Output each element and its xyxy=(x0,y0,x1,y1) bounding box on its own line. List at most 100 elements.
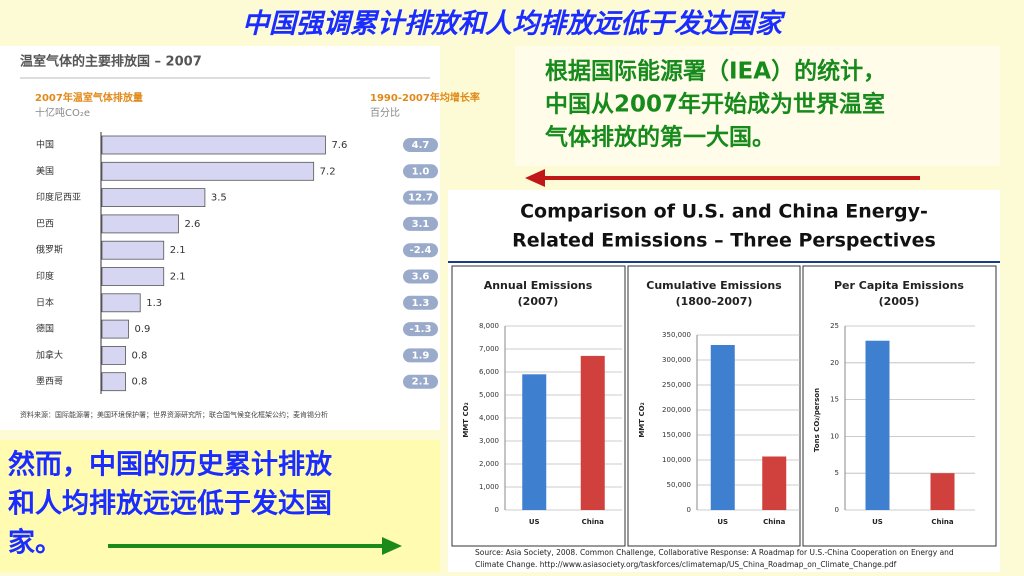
value-label: 0.8 xyxy=(132,350,148,361)
category-label: 巴西 xyxy=(36,218,54,229)
value-label: 2.1 xyxy=(170,245,186,256)
y-tick-label: 100,000 xyxy=(662,456,691,464)
growth-pill xyxy=(403,243,438,258)
value-label: 2.6 xyxy=(184,219,200,230)
callout-text: 和人均排放远远低于发达国 xyxy=(8,488,332,520)
y-axis-label: Tons CO₂/person xyxy=(813,388,821,452)
sub-panel xyxy=(802,265,997,547)
y-tick-label: 20 xyxy=(830,359,839,367)
bar xyxy=(930,473,955,510)
y-tick-label: 0 xyxy=(495,506,499,514)
y-tick-label: 25 xyxy=(830,322,839,330)
y-tick-label: 5 xyxy=(835,469,839,477)
bar xyxy=(101,161,315,181)
growth-label: 3.6 xyxy=(412,272,430,283)
callout-text: 中国从2007年开始成为世界温室 xyxy=(545,91,885,118)
growth-pill xyxy=(403,295,438,310)
callout-text: 根据国际能源署（IEA）的统计， xyxy=(545,58,886,85)
unit-label: 十亿吨CO₂e xyxy=(35,106,90,119)
growth-pill xyxy=(403,138,438,152)
growth-pill xyxy=(403,322,438,337)
x-tick-label: China xyxy=(931,518,954,526)
callout-box xyxy=(515,46,1000,166)
category-label: 印度尼西亚 xyxy=(36,191,81,203)
y-tick-label: 200,000 xyxy=(662,406,691,414)
source-note: Source: Asia Society, 2008. Common Chall… xyxy=(475,548,954,557)
growth-label: -2.4 xyxy=(410,245,432,256)
y-tick-label: 15 xyxy=(830,396,839,404)
x-tick-label: China xyxy=(763,518,786,526)
y-tick-label: 0 xyxy=(835,506,839,514)
callout-box xyxy=(0,440,440,572)
bar xyxy=(762,456,787,510)
y-tick-label: 5,000 xyxy=(479,391,499,399)
y-tick-label: 4,000 xyxy=(479,414,499,422)
growth-pill xyxy=(403,216,438,231)
category-label: 墨西哥 xyxy=(36,376,63,387)
y-tick-label: 3,000 xyxy=(479,437,499,445)
growth-pill xyxy=(403,190,438,205)
callout-text: 气体排放的第一大国。 xyxy=(544,124,775,151)
y-tick-label: 1,000 xyxy=(479,483,499,491)
y-axis-label: MMT CO₂ xyxy=(462,402,470,437)
y-tick-label: 250,000 xyxy=(662,381,691,389)
source-note: 资料来源：国际能源署；美国环境保护署；世界资源研究所；联合国气候变化框架公约；麦… xyxy=(20,410,328,419)
y-tick-label: 50,000 xyxy=(667,481,692,489)
callout-text: 家。 xyxy=(8,527,62,559)
bar xyxy=(101,267,165,286)
y-tick-label: 6,000 xyxy=(479,368,499,376)
bar xyxy=(101,135,326,155)
category-label: 中国 xyxy=(36,139,54,151)
category-label: 俄罗斯 xyxy=(36,244,63,256)
growth-label: 1.0 xyxy=(412,166,430,177)
y-tick-label: 150,000 xyxy=(662,431,691,439)
chart-subtitle: 2007年温室气体排放量 xyxy=(35,91,143,104)
y-axis-label: MMT CO₂ xyxy=(638,402,646,437)
value-label: 7.6 xyxy=(331,140,347,151)
left-panel xyxy=(0,46,440,430)
y-tick-label: 350,000 xyxy=(662,331,691,339)
value-label: 1.3 xyxy=(146,298,162,309)
growth-label: 2.1 xyxy=(412,377,430,388)
x-tick-label: US xyxy=(717,518,728,526)
growth-label: 3.1 xyxy=(412,219,430,230)
bar xyxy=(101,319,129,339)
y-tick-label: 8,000 xyxy=(479,322,499,330)
x-tick-label: US xyxy=(529,518,540,526)
growth-pill xyxy=(403,269,438,284)
sub-panel xyxy=(627,265,801,547)
value-label: 2.1 xyxy=(170,272,186,283)
chart-title: (2005) xyxy=(879,295,920,308)
category-label: 德国 xyxy=(36,323,54,335)
y-tick-label: 2,000 xyxy=(479,460,499,468)
comparison-heading: Related Emissions – Three Perspectives xyxy=(512,230,936,252)
source-note: Climate Change. http://www.asiasociety.o… xyxy=(475,560,897,569)
chart-title: Cumulative Emissions xyxy=(646,279,782,292)
growth-label: 4.7 xyxy=(412,140,430,151)
growth-title: 1990-2007年均增长率 xyxy=(370,91,480,104)
bar xyxy=(101,293,141,313)
comparison-heading: Comparison of U.S. and China Energy- xyxy=(520,201,928,223)
chart-title: Annual Emissions xyxy=(484,279,593,292)
growth-label: 1.3 xyxy=(412,298,430,309)
y-tick-label: 300,000 xyxy=(662,356,691,364)
slide-title: 中国强调累计排放和人均排放远低于发达国家 xyxy=(242,9,786,40)
y-tick-label: 7,000 xyxy=(479,345,499,353)
chart-title: 温室气体的主要排放国 – 2007 xyxy=(20,54,202,70)
x-tick-label: US xyxy=(872,518,883,526)
chart-title: (1800–2007) xyxy=(676,295,753,308)
bar xyxy=(522,374,547,510)
value-label: 7.2 xyxy=(320,166,336,177)
chart-title: (2007) xyxy=(518,295,559,308)
growth-pill xyxy=(403,374,438,389)
arrow-head xyxy=(382,537,402,555)
bar xyxy=(101,214,179,234)
callout-text: 然而，中国的历史累计排放 xyxy=(8,449,333,481)
category-label: 加拿大 xyxy=(36,349,63,361)
bar xyxy=(710,345,735,510)
chart-title: Per Capita Emissions xyxy=(834,279,964,292)
bar xyxy=(101,345,126,365)
y-tick-label: 10 xyxy=(830,432,839,440)
growth-unit: 百分比 xyxy=(370,107,400,119)
